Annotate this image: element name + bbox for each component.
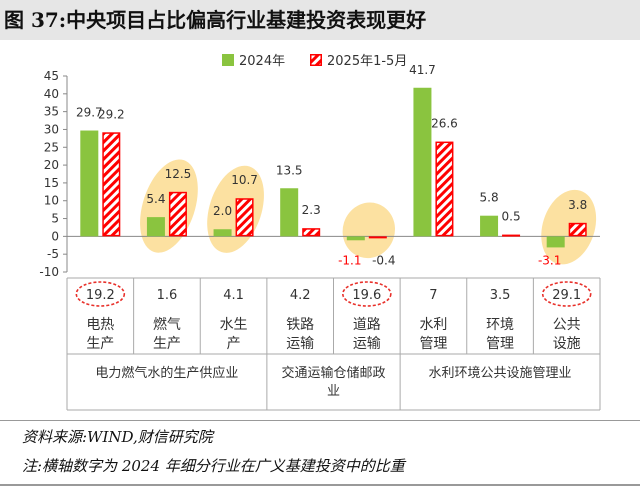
- data-label: 12.5: [165, 167, 192, 181]
- category-label: 电热生产: [86, 317, 114, 352]
- data-label: 5.4: [146, 192, 165, 206]
- data-label: 2.0: [213, 204, 232, 218]
- bar-2025: [102, 132, 121, 237]
- bar-2025: [368, 236, 387, 239]
- y-tick-label: 45: [44, 69, 59, 83]
- category-share: 29.1: [552, 288, 581, 303]
- y-tick-label: 10: [44, 194, 59, 208]
- category-label: 水利管理: [419, 317, 447, 352]
- share-dashed-circle: [541, 281, 592, 307]
- source-note: 资料来源:WIND,财信研究院: [22, 428, 213, 446]
- bar-2024: [280, 188, 299, 237]
- bar-2024: [80, 130, 99, 237]
- group-label: 水利环境公共设施管理业: [429, 366, 572, 381]
- bar-2024: [546, 236, 565, 248]
- bar-2024: [213, 229, 232, 237]
- bar-2024: [413, 87, 432, 237]
- category-share: 4.1: [223, 288, 244, 303]
- category-label: 水生产: [220, 317, 248, 352]
- y-tick-label: 30: [44, 122, 59, 136]
- bar-2025: [235, 198, 254, 237]
- data-label: 29.2: [98, 107, 125, 121]
- data-label: 13.5: [276, 163, 303, 177]
- data-label: 0.5: [502, 210, 521, 224]
- bar-2024: [480, 215, 499, 237]
- data-label: -3.1: [538, 253, 561, 267]
- y-tick-label: 25: [44, 140, 59, 154]
- bar-2025: [435, 141, 454, 237]
- legend-label: 2024年: [239, 54, 285, 69]
- data-label: 41.7: [409, 63, 436, 77]
- category-share: 19.6: [352, 288, 381, 303]
- data-label: 26.6: [431, 117, 458, 131]
- chart-svg: 45 40 35 30 25 20 15 10 5 0 -5 -10 29.729.2 5.412.5 2…: [39, 54, 601, 411]
- y-tick-label: 5: [51, 212, 59, 226]
- footnote: 注:横轴数字为 2024 年细分行业在广义基建投资中的比重: [22, 457, 405, 475]
- category-label: 公共设施: [553, 317, 581, 352]
- category-label: 环境管理: [486, 317, 514, 352]
- data-label: 10.7: [231, 173, 258, 187]
- share-dashed-circle: [342, 281, 392, 307]
- bar-2025: [568, 222, 587, 237]
- y-tick-label: 15: [44, 176, 59, 190]
- y-tick-label: 40: [44, 87, 59, 101]
- highlight-ellipse: [342, 202, 396, 259]
- category-share: 4.2: [290, 288, 311, 303]
- y-tick-label: 20: [44, 158, 59, 172]
- chart-rule: [0, 420, 640, 421]
- category-label: 铁路运输: [286, 317, 314, 352]
- data-label: -1.1: [338, 253, 361, 267]
- y-tick-label: 0: [51, 229, 59, 243]
- data-label: 3.8: [568, 198, 587, 212]
- data-label: -0.4: [372, 253, 395, 267]
- category-label: 燃气生产: [153, 316, 181, 352]
- y-tick-label: -10: [39, 265, 59, 279]
- y-tick-label: 35: [44, 105, 59, 119]
- legend-swatch-2024: [222, 54, 234, 66]
- bottom-rule: [0, 484, 640, 486]
- category-share: 7: [429, 288, 437, 303]
- category-label: 道路运输: [353, 317, 381, 352]
- legend-swatch-2025: [310, 54, 322, 66]
- bar-2025: [502, 234, 521, 237]
- legend-label: 2025年1-5月: [327, 54, 407, 69]
- data-label: 5.8: [480, 191, 499, 205]
- bar-2024: [346, 236, 365, 241]
- category-share: 19.2: [86, 288, 115, 303]
- data-label: 2.3: [302, 203, 321, 217]
- figure-title: 图 37:中央项目占比偏高行业基建投资表现更好: [0, 0, 640, 40]
- group-label: 交通运输仓储邮政业: [281, 365, 385, 399]
- bar-2025: [302, 228, 321, 237]
- bar-2025: [168, 191, 187, 237]
- bar-2024: [146, 217, 165, 237]
- share-dashed-circle: [75, 281, 126, 307]
- y-tick-label: -5: [47, 247, 59, 261]
- group-label: 电力燃气水的生产供应业: [95, 365, 238, 381]
- data-label: 29.7: [76, 106, 103, 120]
- category-share: 3.5: [490, 288, 511, 303]
- category-share: 1.6: [157, 288, 178, 303]
